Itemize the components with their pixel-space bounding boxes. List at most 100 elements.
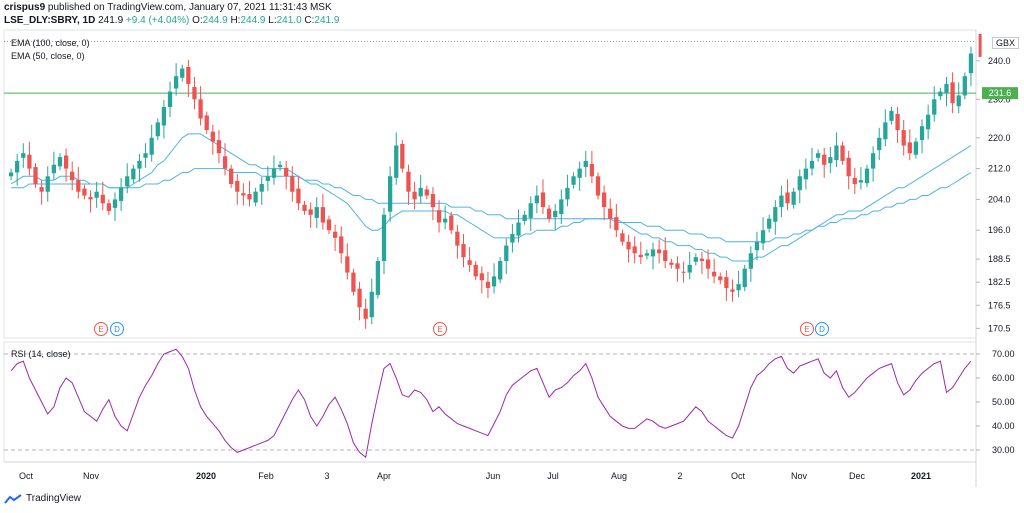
candle-body — [27, 154, 32, 169]
candle-body — [828, 157, 833, 164]
candle-body — [339, 236, 344, 254]
event-marker — [110, 322, 124, 336]
currency-badge[interactable]: GBX — [992, 37, 1020, 49]
candle-body — [510, 234, 515, 243]
time-tick-label: Jun — [486, 471, 501, 481]
high-label: H: — [230, 15, 241, 26]
rsi-legend[interactable]: RSI (14, close) — [11, 349, 71, 359]
time-tick-label: Oct — [731, 471, 746, 481]
candle-body — [400, 143, 405, 169]
candle-body — [149, 137, 154, 155]
candle-body — [143, 153, 148, 158]
candle-body — [290, 176, 295, 192]
candle-body — [632, 246, 637, 254]
candle-body — [693, 257, 698, 262]
candle-body — [968, 53, 974, 74]
candle-body — [473, 264, 478, 277]
candle-body — [430, 194, 436, 208]
candle-body — [718, 276, 723, 281]
time-tick-label: 2020 — [196, 471, 216, 481]
brand-text: TradingView — [26, 493, 82, 504]
ema50-line — [10, 133, 972, 262]
candle-body — [498, 261, 503, 280]
candle-body — [247, 194, 252, 200]
candle-body — [302, 204, 307, 211]
candle-body — [926, 114, 931, 130]
candle-body — [656, 249, 662, 254]
candle-body — [161, 107, 167, 126]
candle-body — [357, 288, 362, 308]
candle-body — [131, 168, 136, 180]
candle-body — [815, 153, 821, 158]
candle-body — [589, 163, 595, 177]
last-price: 241.9 — [98, 15, 124, 26]
candle-body — [180, 68, 185, 78]
rsi-tick-label: 60.00 — [992, 373, 1015, 383]
candle-body — [241, 193, 246, 196]
rsi-tick-label: 40.00 — [992, 421, 1015, 431]
ema100-legend[interactable]: EMA (100, close, 0) — [11, 38, 90, 48]
price-tick-label: 204.0 — [988, 194, 1011, 204]
candle-body — [895, 113, 900, 131]
candle-body — [485, 281, 491, 288]
candle-body — [595, 176, 601, 196]
candle-body — [650, 249, 656, 257]
low-label: L: — [268, 15, 277, 26]
candle-body — [681, 271, 686, 273]
candle-body — [76, 180, 81, 192]
candle-body — [840, 145, 845, 161]
candle-body — [577, 168, 582, 178]
candle-body — [186, 66, 191, 84]
candle-body — [932, 99, 937, 115]
rsi-tick-label: 70.00 — [992, 349, 1015, 359]
candle-body — [33, 167, 38, 184]
candle-body — [45, 176, 50, 192]
rsi-tick-label: 30.00 — [992, 445, 1015, 455]
publisher-name: crispus9 — [4, 2, 46, 13]
candle-body — [797, 176, 802, 191]
price-tick-label: 220.0 — [988, 133, 1011, 143]
candle-body — [760, 230, 766, 244]
time-tick-label: Nov — [83, 471, 100, 481]
candle-body — [326, 219, 332, 231]
candle-body — [351, 272, 356, 292]
event-marker-label: D — [114, 325, 120, 334]
candle-body — [565, 187, 570, 200]
candle-body — [803, 168, 809, 180]
candle-body — [834, 145, 839, 161]
rsi-tick-label: 50.00 — [992, 397, 1015, 407]
candle-body — [546, 208, 552, 219]
candle-body — [944, 83, 949, 94]
price-tick-label: 240.0 — [988, 56, 1011, 66]
price-tick-label: 196.0 — [988, 225, 1011, 235]
candle-body — [919, 126, 925, 141]
candle-body — [699, 258, 705, 261]
candle-body — [308, 209, 313, 215]
ema50-legend[interactable]: EMA (50, close, 0) — [11, 51, 85, 61]
candle-body — [461, 244, 466, 258]
candle-body — [809, 160, 815, 169]
candle-body — [296, 188, 301, 204]
candle-body — [638, 254, 643, 258]
candle-body — [571, 176, 576, 185]
candle-body — [235, 180, 240, 192]
candle-body — [118, 187, 124, 201]
price-tick-label: 176.5 — [988, 300, 1011, 310]
candle-body — [754, 241, 760, 251]
time-tick-label: Jul — [547, 471, 559, 481]
candle-body — [644, 253, 650, 256]
candle-body — [516, 222, 521, 236]
time-tick-label: Apr — [377, 471, 391, 481]
candle-body — [540, 192, 546, 208]
candle-body — [100, 194, 105, 204]
rsi-pane-border — [3, 341, 977, 463]
candle-body — [522, 214, 527, 221]
ema100-line — [11, 168, 972, 243]
candle-body — [559, 199, 564, 215]
time-tick-label: Oct — [19, 471, 34, 481]
price-tick-label: 212.0 — [988, 164, 1011, 174]
footer-brand[interactable]: TradingView — [4, 493, 81, 504]
event-marker — [433, 322, 447, 336]
candle-body — [608, 208, 613, 219]
